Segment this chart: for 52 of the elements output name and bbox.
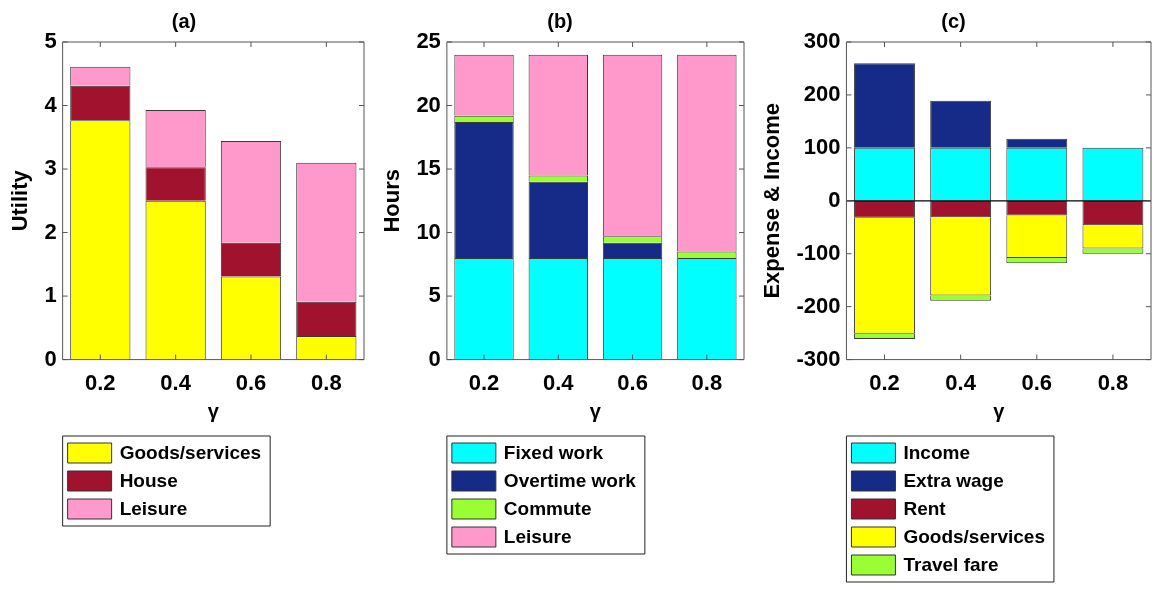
- x-tick-label: 0.2: [869, 369, 900, 395]
- y-tick-label: 15: [416, 155, 441, 181]
- legend-label: Fixed work: [503, 442, 604, 464]
- y-tick-label: 300: [803, 28, 841, 54]
- y-tick-label: 25: [416, 28, 441, 54]
- x-axis-title: γ: [207, 399, 220, 422]
- y-tick-label: 100: [803, 133, 841, 159]
- legend-label: Extra wage: [903, 470, 1004, 492]
- y-tick-label: -300: [796, 345, 841, 371]
- legend-label: Overtime work: [503, 470, 637, 492]
- y-tick-label: -100: [796, 239, 841, 265]
- x-tick-label: 0.8: [311, 369, 342, 395]
- y-tick-label: 0: [828, 186, 841, 212]
- y-tick-label: 5: [428, 282, 441, 308]
- y-tick-label: 5: [44, 28, 57, 54]
- legend-label: Leisure: [119, 498, 188, 520]
- x-tick-label: 0.6: [235, 369, 267, 395]
- y-tick-label: 10: [416, 218, 441, 244]
- x-tick-label: 0.4: [945, 369, 977, 395]
- x-tick-label: 0.8: [1097, 369, 1129, 395]
- chart-title: (b): [547, 9, 573, 32]
- y-tick-label: -200: [796, 292, 841, 318]
- y-tick-label: 0: [44, 345, 57, 371]
- y-axis-title: Utility: [7, 169, 33, 232]
- x-tick-label: 0.8: [691, 369, 723, 395]
- chart-title: (c): [941, 9, 966, 32]
- x-axis-title: γ: [993, 399, 1006, 422]
- y-axis-title: Hours: [379, 169, 405, 233]
- legend-label: House: [119, 470, 178, 492]
- x-tick-label: 0.2: [468, 369, 500, 395]
- x-tick-label: 0.2: [85, 369, 116, 395]
- y-tick-label: 4: [44, 91, 58, 117]
- y-tick-label: 2: [44, 218, 57, 244]
- chart-title: (a): [171, 9, 197, 32]
- legend-label: Commute: [503, 498, 592, 520]
- x-tick-label: 0.6: [617, 369, 648, 395]
- legend-label: Travel fare: [903, 554, 999, 576]
- y-axis-title: Expense & Income: [759, 102, 785, 299]
- y-tick-label: 20: [416, 91, 441, 117]
- x-tick-label: 0.4: [543, 369, 575, 395]
- x-axis-title: γ: [589, 399, 602, 422]
- x-tick-label: 0.6: [1021, 369, 1053, 395]
- legend-label: Income: [903, 442, 970, 464]
- x-tick-label: 0.4: [160, 369, 192, 395]
- y-tick-label: 200: [803, 81, 841, 106]
- y-tick-label: 1: [44, 282, 57, 308]
- legend-label: Rent: [903, 498, 947, 520]
- legend-label: Goods/services: [119, 442, 262, 464]
- legend-label: Leisure: [503, 526, 572, 548]
- y-tick-label: 0: [428, 345, 441, 371]
- y-tick-label: 3: [44, 155, 57, 181]
- legend-label: Goods/services: [903, 526, 1045, 548]
